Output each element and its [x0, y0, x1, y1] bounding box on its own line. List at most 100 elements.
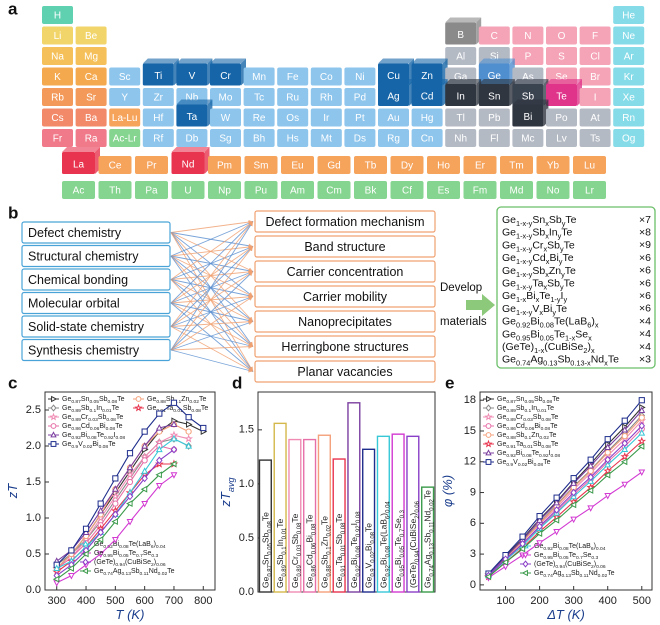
cell-top [445, 79, 482, 84]
concept-text: Chemical bonding [28, 273, 128, 287]
cell-box [573, 156, 606, 174]
element-cell: Np [208, 181, 241, 199]
cell-box [613, 129, 645, 147]
text-part: Ge [62, 414, 71, 421]
text-part: (GeTe) [502, 341, 534, 353]
element-cell: Lv [546, 129, 577, 147]
marker [50, 404, 57, 412]
cell-box [42, 88, 73, 106]
marker [553, 528, 561, 536]
y-tick-label: 6 [470, 517, 476, 529]
cell-box [546, 47, 577, 65]
text-part: 0.08 [106, 417, 116, 423]
cell-box [613, 26, 645, 45]
marker [141, 428, 148, 435]
text-part: Sn [516, 396, 525, 403]
text-part: (CuBiSe [544, 341, 583, 353]
marker [141, 501, 149, 508]
text-part: 1-x-y [516, 258, 533, 267]
concept-text: Solid-state chemistry [28, 320, 145, 334]
text-part: 0.88 [326, 564, 332, 576]
element-symbol: Er [475, 161, 486, 172]
text-part: Cr [81, 414, 89, 421]
text-part: Te [556, 303, 567, 315]
text-part: ΔT (K) [546, 607, 585, 622]
connector [170, 326, 254, 372]
text-part: Zn [531, 432, 539, 439]
text-part: Sb [516, 405, 525, 412]
text-part: Te [275, 519, 285, 528]
cell-box [445, 47, 477, 65]
text-part: 0.74 [516, 359, 530, 368]
text-part: 0.95 [516, 334, 530, 343]
y-tick-label: 0.0 [239, 586, 254, 598]
text-part: 0.89 [71, 417, 81, 423]
text-part: avg [226, 477, 236, 492]
text-part: In [275, 539, 285, 546]
text-part: Te [129, 550, 137, 557]
element-symbol: Rb [51, 93, 64, 104]
text-part: Te [290, 513, 300, 522]
marker [155, 483, 163, 490]
text-part: 0.06 [596, 564, 606, 570]
marker [570, 516, 578, 524]
element-symbol: Ac-Lr [113, 134, 138, 145]
text-part: 0.3 [591, 555, 598, 561]
text-part: x [545, 232, 549, 241]
text-part: Ta [166, 405, 174, 412]
text-part: Ge [94, 568, 103, 575]
marker [521, 569, 528, 577]
text-part: 0.04 [596, 546, 606, 552]
element-symbol: Si [490, 52, 499, 63]
text-part: 0.87 [506, 399, 516, 405]
text-part: Te [393, 537, 403, 546]
text-part: x [539, 308, 543, 317]
cell-box [42, 129, 73, 147]
element-symbol: Np [218, 186, 231, 197]
text-part: T (K) [116, 607, 145, 622]
x-tick-label: 600 [135, 595, 153, 607]
text-part: Bi [553, 543, 560, 550]
text-part: 0.13 [121, 571, 131, 577]
legend-entry: (GeTe)0.94(CuBiSe2)0.06 [80, 558, 166, 568]
text-part: Bi [534, 423, 541, 430]
legend-text: Ge0.89Cr0.03Sb0.08Te [497, 414, 558, 423]
element-cell: Tc [243, 88, 275, 106]
text-part: Sb [166, 396, 175, 403]
text-part: 6 [385, 515, 391, 519]
text-part: Zn [549, 265, 561, 277]
text-part: Sb [533, 414, 542, 421]
element-cell: Pr [135, 156, 168, 174]
text-part: 0.08 [559, 546, 569, 552]
text-part: (CuBiSe [565, 561, 591, 568]
element-cell: Mo [210, 88, 241, 106]
concept-box [21, 315, 171, 338]
text-part: Ge [502, 353, 516, 365]
element-symbol: La-Lu [112, 113, 138, 124]
legend-entry: Ge0.74Ag0.13Sb0.11Nd0.02Te [520, 569, 615, 579]
cell-box [344, 108, 376, 127]
connector [170, 279, 254, 322]
element-cell: Be [75, 26, 107, 45]
plot-frame [44, 391, 216, 591]
plot-frame [479, 391, 653, 591]
cell-top [378, 58, 414, 64]
text-part: Te [561, 226, 572, 238]
concept-box [21, 338, 171, 362]
text-part: Cr [532, 239, 544, 251]
element-symbol: Md [510, 186, 524, 197]
text-part: Te [564, 239, 575, 251]
bar [303, 438, 317, 593]
series [484, 442, 645, 581]
text-part: 0.92 [516, 321, 530, 330]
marker [111, 491, 120, 501]
cell-box [42, 108, 73, 127]
legend-entry: Ge0.86Cd0.06Bi0.08Te [483, 423, 558, 432]
x-tick-label: 300 [564, 595, 582, 607]
text-part: Bi [113, 541, 120, 548]
text-part: Sb [547, 277, 560, 289]
marker [637, 442, 645, 450]
element-symbol: Fe [287, 72, 299, 83]
legend-entry: Ge0.92Bi0.08Te0.92I0.08 [48, 431, 125, 441]
text-part: 0.08 [311, 523, 317, 535]
